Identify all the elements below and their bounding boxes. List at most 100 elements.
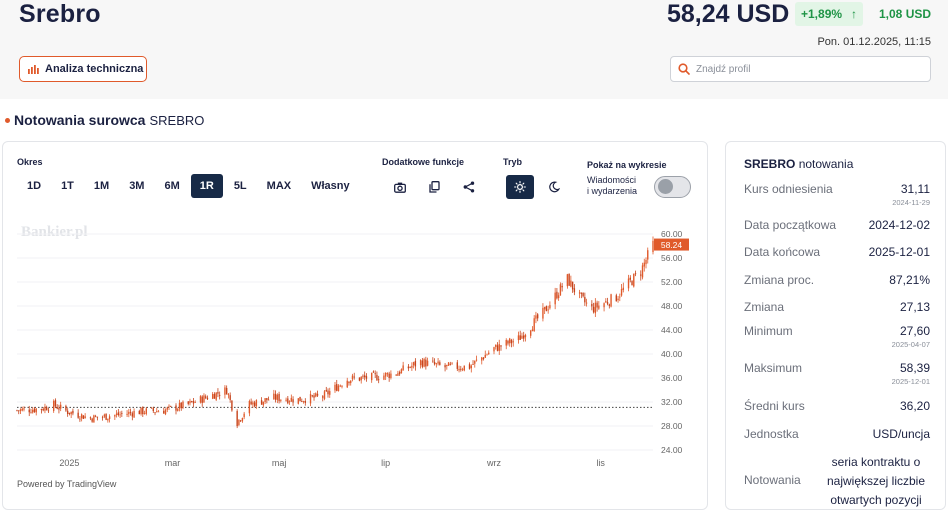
candle-body: [523, 335, 525, 339]
candle-body: [561, 285, 563, 288]
candle-body: [285, 399, 287, 401]
candle-body: [316, 393, 319, 396]
bullet-dot-icon: [5, 118, 10, 123]
search-input[interactable]: [696, 63, 916, 75]
candle-body: [117, 412, 120, 416]
candle-body: [189, 400, 191, 404]
chart-grid: [17, 233, 653, 451]
candle-body: [192, 400, 195, 404]
candle-body: [217, 392, 219, 394]
candle-body: [582, 292, 584, 297]
candle-body: [311, 395, 313, 397]
candle-body: [426, 360, 429, 366]
candle-body: [647, 250, 649, 260]
candle-body: [194, 402, 196, 403]
arrow-up-icon: ↑: [851, 7, 857, 21]
news-label-line2: i wydarzenia: [587, 186, 638, 196]
candle-body: [288, 401, 291, 403]
candle-body: [211, 394, 214, 399]
candle-body: [33, 408, 36, 412]
candle-body: [80, 414, 83, 419]
candle-body: [559, 284, 562, 296]
candle-body: [598, 305, 600, 309]
news-events-toggle[interactable]: [654, 176, 691, 198]
period-1d-button[interactable]: 1D: [18, 174, 50, 198]
candle-body: [40, 408, 43, 410]
powered-by-label[interactable]: Powered by TradingView: [17, 479, 117, 489]
period-1r-button[interactable]: 1R: [190, 174, 223, 198]
candle-body: [337, 385, 340, 392]
candle-body: [70, 411, 72, 415]
candle-body: [521, 335, 523, 339]
candle-body: [652, 240, 654, 253]
y-tick-label: 60.00: [661, 229, 683, 239]
candle-body: [218, 394, 221, 396]
period-1m-button[interactable]: 1M: [85, 174, 118, 198]
candle-body: [348, 381, 350, 384]
candle-body: [645, 259, 647, 265]
last-price-text: 58.24: [661, 240, 683, 250]
candle-body: [119, 414, 121, 416]
y-tick-label: 36.00: [661, 373, 683, 383]
candle-body: [606, 302, 609, 304]
candle-body: [77, 412, 79, 418]
period-3m-button[interactable]: 3M: [120, 174, 153, 198]
period-custom-button[interactable]: Własny: [302, 174, 359, 198]
candle-body: [495, 344, 497, 347]
candle-body: [463, 365, 465, 371]
candle-body: [533, 318, 535, 331]
stat-key: Zmiana proc.: [744, 273, 815, 287]
period-5l-button[interactable]: 5L: [225, 174, 256, 198]
stat-date: 2024-11-29: [892, 198, 930, 207]
copy-button[interactable]: [420, 175, 448, 199]
candle-body: [634, 273, 637, 275]
candle-body: [507, 340, 509, 344]
candle-body: [505, 339, 507, 346]
candle-body: [203, 395, 205, 403]
news-toggle-label: Wiadomości i wydarzenia: [587, 175, 637, 197]
candle-body: [267, 399, 270, 401]
candle-body: [56, 407, 58, 409]
candle-body: [594, 302, 597, 314]
y-axis: 60.00 56.00 52.00 48.00 44.00 40.00 36.00 32.00…: [661, 229, 683, 455]
x-tick-label: wrz: [486, 458, 501, 468]
candle-body: [143, 413, 146, 414]
series-line-2: największej liczbie: [826, 474, 926, 488]
stat-value: 27,60: [899, 324, 930, 338]
technical-analysis-label: Analiza techniczna: [45, 63, 144, 75]
candle-body: [225, 387, 228, 395]
candle-body: [304, 400, 306, 403]
candle-body: [28, 409, 30, 413]
stat-value: USD/uncja: [872, 427, 930, 441]
candle-body: [180, 402, 182, 409]
technical-analysis-button[interactable]: Analiza techniczna: [19, 56, 147, 82]
dark-mode-button[interactable]: [540, 175, 568, 199]
candle-body: [482, 357, 485, 360]
screenshot-button[interactable]: [386, 175, 414, 199]
period-max-button[interactable]: MAX: [258, 174, 300, 198]
candle-body: [591, 303, 593, 307]
candle-body: [411, 365, 413, 368]
candle-body: [571, 281, 574, 290]
candle-body: [370, 372, 373, 381]
candle-body: [619, 296, 621, 298]
candle-body: [253, 402, 256, 407]
period-6m-button[interactable]: 6M: [155, 174, 188, 198]
candle-body: [163, 410, 165, 414]
last-price-tag: 58.24: [654, 238, 689, 251]
candle-body: [631, 281, 633, 286]
period-selector: 1D 1T 1M 3M 6M 1R 5L MAX Własny: [18, 174, 359, 201]
candle-body: [409, 367, 411, 368]
candle-body: [255, 400, 258, 406]
search-box[interactable]: [670, 56, 931, 82]
period-1t-button[interactable]: 1T: [52, 174, 83, 198]
candle-body: [556, 291, 558, 299]
candle-body: [264, 398, 266, 403]
quote-datetime: Pon. 01.12.2025, 11:15: [817, 36, 931, 48]
share-button[interactable]: [455, 175, 483, 199]
light-mode-button[interactable]: [506, 175, 534, 199]
price-chart[interactable]: Bankier.pl 60.00 56.00 52.00 48.00 44.00 40.0…: [3, 142, 707, 477]
candle-body: [199, 396, 202, 403]
section-subtitle: SREBRO: [149, 113, 205, 128]
candle-body: [215, 392, 217, 400]
